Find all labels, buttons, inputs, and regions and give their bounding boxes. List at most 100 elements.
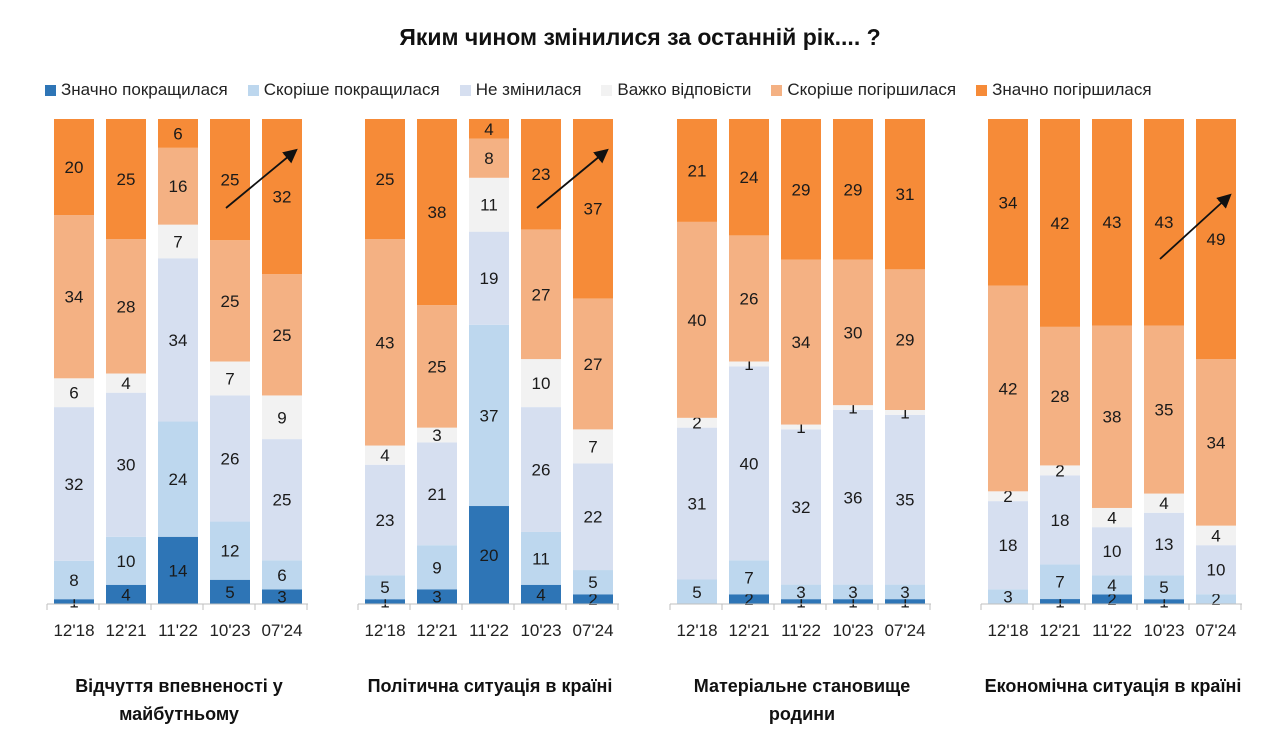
bar-segment [262, 119, 302, 275]
bar-segment [158, 224, 198, 259]
x-tick-label: 10'23 [520, 621, 561, 640]
data-label: 32 [792, 498, 811, 517]
data-label: 26 [221, 450, 240, 469]
data-label: 25 [273, 326, 292, 345]
bar-segment [54, 119, 94, 216]
bar-segment [54, 599, 94, 604]
bar-segment [365, 119, 405, 240]
data-label: 42 [1051, 214, 1070, 233]
bar-segment [365, 445, 405, 465]
data-label: 20 [480, 546, 499, 565]
data-label: 43 [1103, 213, 1122, 232]
bar-segment [158, 147, 198, 225]
data-label: 7 [173, 232, 182, 251]
legend-item: Скоріше покращилася [247, 80, 440, 100]
bar-segment [1040, 119, 1080, 327]
bar-segment [1196, 525, 1236, 546]
bar-segment [106, 239, 146, 374]
x-tick-label: 12'21 [728, 621, 769, 640]
bar-segment [365, 464, 405, 576]
bar-segment [158, 536, 198, 604]
data-label: 30 [117, 456, 136, 475]
data-label: 2 [692, 414, 701, 433]
bar-segment [417, 427, 457, 443]
x-tick-label: 11'22 [1092, 621, 1132, 640]
data-label: 49 [1207, 230, 1226, 249]
bar-segment [781, 424, 821, 430]
data-label: 8 [69, 571, 78, 590]
data-label: 1 [1159, 593, 1168, 612]
bar-segment [469, 324, 509, 507]
data-label: 5 [588, 573, 597, 592]
bar-segment [417, 305, 457, 428]
data-label: 27 [532, 285, 551, 304]
legend-label: Скоріше покращилася [263, 80, 440, 99]
bar-segment [833, 599, 873, 604]
bar-segment [729, 361, 769, 367]
bar-segment [54, 407, 94, 561]
data-label: 1 [848, 593, 857, 612]
data-label: 1 [1055, 593, 1064, 612]
bar-segment [469, 177, 509, 232]
data-label: 36 [844, 488, 863, 507]
data-label: 22 [584, 508, 603, 527]
bar-segment [729, 119, 769, 236]
bar-segment [1144, 325, 1184, 494]
bar-segment [210, 119, 250, 241]
data-label: 1 [744, 355, 753, 374]
data-label: 25 [376, 170, 395, 189]
bar-segment [365, 575, 405, 600]
bar-segment [833, 410, 873, 585]
legend-label: Значно покращилася [61, 80, 228, 99]
group-label-line: Відчуття впевненості у [75, 676, 283, 696]
data-label: 28 [117, 297, 136, 316]
data-label: 24 [169, 470, 188, 489]
data-label: 31 [688, 495, 707, 514]
bar-segment [469, 119, 509, 139]
data-label: 9 [432, 558, 441, 577]
data-label: 7 [744, 568, 753, 587]
bar-segment [106, 584, 146, 604]
bar-segment [1092, 594, 1132, 604]
bar-segment [1092, 325, 1132, 508]
x-tick-label: 10'23 [1143, 621, 1184, 640]
data-label: 32 [65, 475, 84, 494]
bar-segment [729, 366, 769, 561]
bar-segment [262, 439, 302, 561]
data-label: 40 [688, 311, 707, 330]
data-label: 3 [432, 588, 441, 607]
x-tick-label: 07'24 [261, 621, 302, 640]
data-label: 1 [848, 399, 857, 418]
data-label: 28 [1051, 387, 1070, 406]
bar-segment [210, 521, 250, 580]
data-label: 19 [480, 269, 499, 288]
chart-group: 3182423412'1817182284212'2124104384311'2… [980, 119, 1242, 640]
bar-segment [988, 501, 1028, 590]
bar-segment [781, 584, 821, 600]
data-label: 25 [428, 357, 447, 376]
data-label: 25 [221, 171, 240, 190]
data-label: 2 [1055, 461, 1064, 480]
data-label: 4 [1107, 576, 1116, 595]
bar-segment [677, 427, 717, 580]
data-label: 40 [740, 454, 759, 473]
bar-segment [262, 395, 302, 440]
data-label: 12 [221, 542, 240, 561]
x-tick-label: 12'21 [1039, 621, 1080, 640]
data-label: 5 [1159, 578, 1168, 597]
bar-segment [781, 119, 821, 260]
data-label: 4 [1107, 509, 1116, 528]
data-label: 13 [1155, 535, 1174, 554]
bar-segment [106, 392, 146, 537]
data-label: 35 [1155, 401, 1174, 420]
legend-item: Скоріше погіршилася [771, 80, 956, 100]
bar-segment [521, 584, 561, 604]
bar-segment [365, 239, 405, 446]
legend-item: Не змінилася [459, 80, 581, 100]
data-label: 9 [277, 408, 286, 427]
x-tick-label: 12'21 [416, 621, 457, 640]
bar-segment [573, 594, 613, 604]
data-label: 20 [65, 158, 84, 177]
bar-segment [210, 361, 250, 396]
bar-segment [210, 579, 250, 604]
